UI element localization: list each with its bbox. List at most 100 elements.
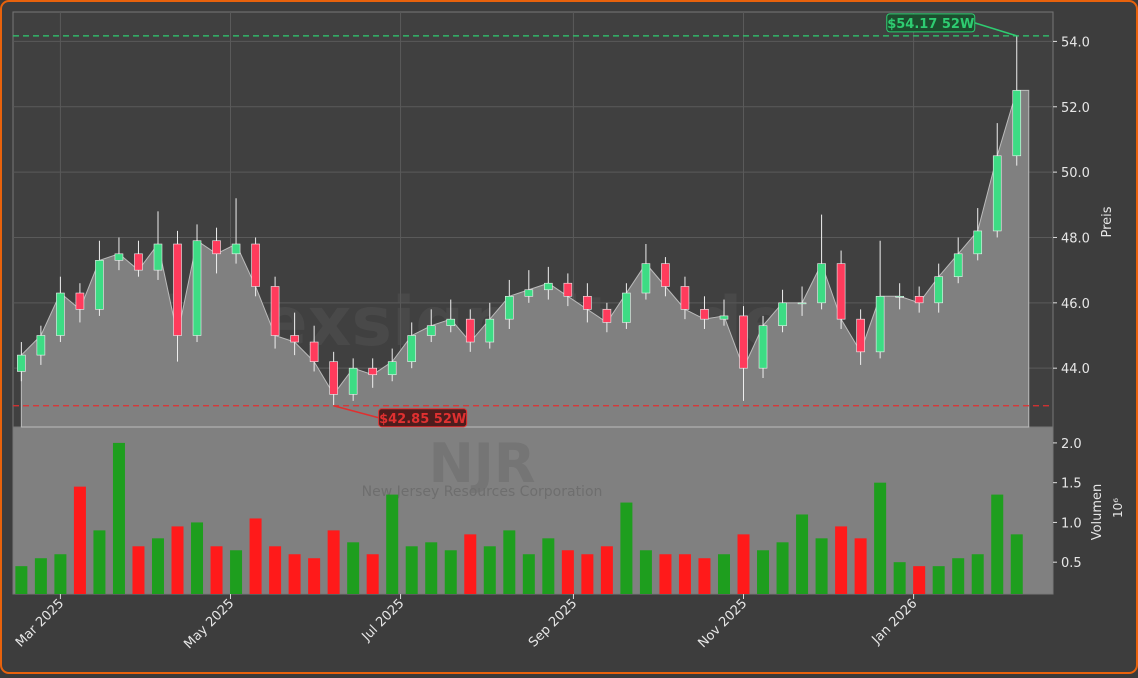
candle-body xyxy=(661,263,670,287)
y-axis-label: Volumen xyxy=(1090,484,1105,541)
volume-bar xyxy=(269,546,282,594)
candle-body xyxy=(934,276,943,304)
candle-body xyxy=(75,292,85,310)
volume-bar xyxy=(327,530,340,594)
volume-bar xyxy=(522,554,535,594)
volume-bar xyxy=(171,526,184,594)
volume-bar xyxy=(893,562,906,594)
volume-bar xyxy=(620,502,633,594)
candle-body xyxy=(758,325,768,369)
annotation-arrow xyxy=(974,22,1017,37)
volume-bar xyxy=(561,550,574,594)
volume-bar xyxy=(93,530,106,594)
y-tick-label: 1.0 xyxy=(1061,516,1082,531)
candle-body xyxy=(348,367,358,395)
volume-bar xyxy=(698,558,711,594)
volume-bar xyxy=(230,550,243,594)
candle-body xyxy=(524,289,534,297)
volume-bar xyxy=(347,542,360,594)
volume-bar xyxy=(913,566,926,594)
volume-bar xyxy=(503,530,516,594)
annotation-box xyxy=(886,13,976,33)
volume-bar xyxy=(952,558,965,594)
candle-body xyxy=(36,335,46,356)
candle-body xyxy=(329,361,338,395)
candle-body xyxy=(992,155,1002,232)
volume-bar xyxy=(112,442,125,594)
volume-bar xyxy=(366,554,379,594)
volume-bar xyxy=(34,558,47,594)
candle-body xyxy=(1012,90,1022,157)
y-offset-label: 10⁶ xyxy=(1111,498,1125,518)
volume-bar xyxy=(776,542,789,594)
candle-body xyxy=(114,253,124,261)
candle-body xyxy=(856,318,865,353)
y-tick-label: 50.0 xyxy=(1061,166,1090,181)
volume-bar xyxy=(815,538,828,594)
volume-bar xyxy=(249,518,262,594)
candle-body xyxy=(544,282,553,291)
y-tick-label: 44.0 xyxy=(1061,362,1090,377)
volume-bar xyxy=(308,558,321,594)
volume-bar xyxy=(444,550,457,594)
candle-body xyxy=(290,335,299,343)
candle-body xyxy=(407,335,417,362)
candle-body xyxy=(173,243,182,336)
candle-body xyxy=(739,315,748,369)
y-tick-label: 54.0 xyxy=(1061,35,1090,50)
volume-bar xyxy=(678,554,691,594)
y-tick-label: 48.0 xyxy=(1061,231,1090,246)
volume-bar xyxy=(425,542,438,594)
candle-body xyxy=(700,309,709,320)
watermark-subtitle: New Jersey Resources Corporation xyxy=(362,484,603,500)
candle-body xyxy=(426,325,436,336)
candle-body xyxy=(368,367,377,376)
volume-bar xyxy=(757,550,770,594)
volume-bar xyxy=(405,546,418,594)
candle-body xyxy=(212,240,221,255)
annotation-label: $42.85 52W xyxy=(379,412,466,427)
candle-body xyxy=(602,309,612,323)
candle-body xyxy=(583,295,592,310)
candle-body xyxy=(465,318,475,343)
annotation-arrow xyxy=(333,405,379,419)
candle-body xyxy=(192,240,202,336)
y-tick-label: 2.0 xyxy=(1061,437,1082,452)
volume-bar xyxy=(1010,534,1023,594)
volume-bar xyxy=(737,534,750,594)
y-tick-label: 0.5 xyxy=(1061,556,1082,571)
volume-bar xyxy=(991,494,1004,594)
volume-bar xyxy=(54,554,67,594)
candle-body xyxy=(153,243,163,271)
y-tick-label: 46.0 xyxy=(1061,297,1090,312)
volume-bar xyxy=(15,566,28,594)
volume-bar xyxy=(386,494,399,594)
annotation-label: $54.17 52W xyxy=(887,17,974,32)
volume-bar xyxy=(132,546,145,594)
volume-bar xyxy=(483,546,496,594)
volume-bar xyxy=(639,550,652,594)
candle-body xyxy=(231,243,241,255)
candle-body xyxy=(309,341,319,362)
candle-body xyxy=(895,295,904,298)
candle-body xyxy=(56,292,65,336)
candle-body xyxy=(875,295,885,353)
volume-bar xyxy=(932,566,945,594)
volume-bar xyxy=(874,482,887,594)
volume-bar xyxy=(854,538,867,594)
candle-body xyxy=(914,295,924,304)
volume-bar xyxy=(659,554,672,594)
volume-bar xyxy=(210,546,223,594)
volume-bar xyxy=(835,526,848,594)
candle-body xyxy=(505,295,514,320)
candle-body xyxy=(563,282,573,297)
candle-body xyxy=(680,286,690,310)
volume-bar xyxy=(971,554,984,594)
candle-body xyxy=(446,318,456,327)
y-axis-label: Preis xyxy=(1100,206,1115,237)
candle-body xyxy=(17,354,26,372)
candle-body xyxy=(134,253,143,271)
volume-bar xyxy=(288,554,301,594)
